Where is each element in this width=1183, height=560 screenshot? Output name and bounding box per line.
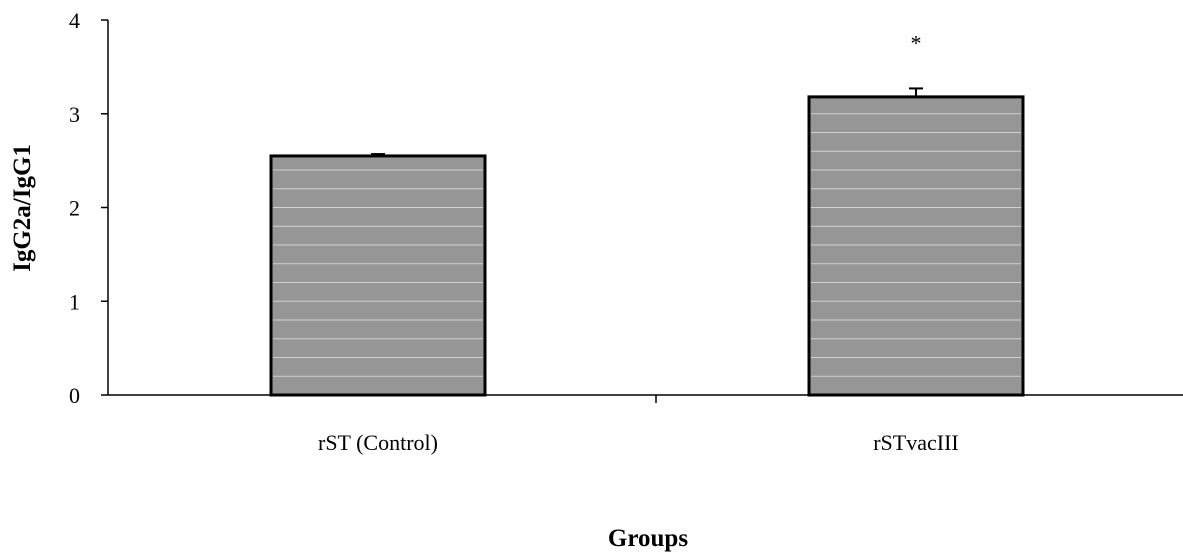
y-tick-label: 4 bbox=[69, 8, 80, 33]
y-tick-label: 0 bbox=[69, 383, 80, 408]
y-tick-label: 2 bbox=[69, 196, 80, 221]
significance-marker: * bbox=[911, 30, 922, 55]
y-tick-label: 1 bbox=[69, 289, 80, 314]
x-tick-label: rST (Control) bbox=[318, 430, 438, 455]
plot-area: * bbox=[269, 30, 1025, 397]
bar bbox=[807, 95, 1025, 397]
y-tick-label: 3 bbox=[69, 102, 80, 127]
x-axis-ticks: rST (Control) rSTvacIII bbox=[318, 395, 959, 455]
bar-group bbox=[269, 153, 487, 397]
y-axis-ticks: 0 1 2 3 4 bbox=[69, 8, 108, 408]
x-tick-label: rSTvacIII bbox=[873, 430, 959, 455]
y-axis-title: IgG2a/IgG1 bbox=[9, 144, 36, 272]
bar bbox=[269, 154, 487, 397]
bar-group bbox=[807, 87, 1025, 397]
x-axis-title: Groups bbox=[608, 525, 688, 552]
